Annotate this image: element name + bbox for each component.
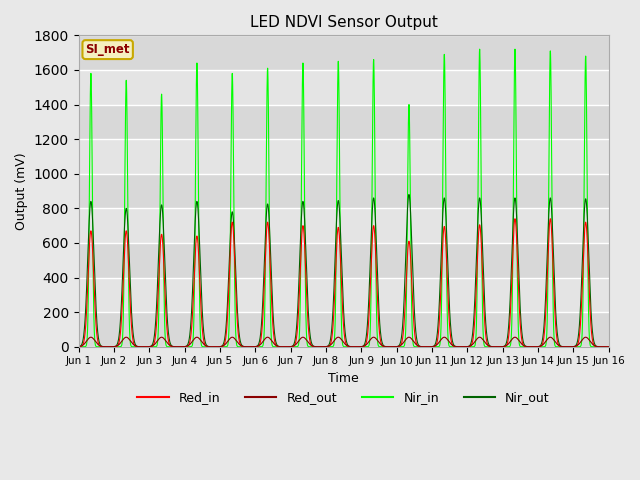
Nir_in (257, 344, 265, 349)
Red_out (506, 339, 514, 345)
Line: Nir_in: Nir_in (79, 49, 609, 347)
Bar (79, 139, 609, 174)
Nir_out (257, 326, 265, 332)
Y-axis label: Output (mV): Output (mV) (15, 152, 28, 230)
X-axis label: Time: Time (328, 372, 359, 385)
Red_in (506, 319, 514, 324)
Red_in (511, 216, 519, 222)
Nir_out (88, 204, 95, 210)
Red_in (88, 234, 95, 240)
Line: Red_out: Red_out (79, 337, 609, 347)
Bar (79, 243, 609, 277)
Nir_out (306, 332, 314, 337)
Nir_in (109, 344, 116, 349)
Nir_in (506, 343, 514, 349)
Bar (79, 105, 609, 139)
Red_out (109, 344, 116, 349)
Red_out (88, 335, 96, 340)
Bar (79, 277, 609, 312)
Red_in (192, 240, 200, 245)
Nir_out (405, 192, 413, 197)
Red_in (75, 344, 83, 349)
Bar (79, 208, 609, 243)
Bar (79, 70, 609, 105)
Red_out (192, 335, 200, 340)
Red_in (109, 344, 116, 349)
Red_in (257, 335, 265, 341)
Nir_in (605, 344, 612, 349)
Nir_out (109, 344, 116, 349)
Legend: Red_in, Red_out, Nir_in, Nir_out: Red_in, Red_out, Nir_in, Nir_out (132, 386, 555, 409)
Nir_in (88, 122, 95, 128)
Bar (79, 312, 609, 347)
Nir_out (605, 344, 612, 349)
Red_out (87, 335, 95, 340)
Nir_in (476, 46, 483, 52)
Text: SI_met: SI_met (85, 43, 130, 56)
Bar (79, 174, 609, 208)
Red_out (257, 341, 265, 347)
Red_out (605, 344, 612, 349)
Title: LED NDVI Sensor Output: LED NDVI Sensor Output (250, 15, 438, 30)
Nir_out (506, 301, 514, 307)
Nir_out (75, 344, 83, 349)
Bar (79, 36, 609, 70)
Nir_out (192, 205, 200, 211)
Red_out (306, 342, 314, 348)
Line: Nir_out: Nir_out (79, 194, 609, 347)
Red_in (605, 344, 612, 349)
Nir_in (75, 344, 83, 349)
Nir_in (192, 122, 200, 128)
Line: Red_in: Red_in (79, 219, 609, 347)
Red_in (306, 338, 314, 344)
Red_out (75, 344, 83, 349)
Nir_in (306, 344, 314, 349)
